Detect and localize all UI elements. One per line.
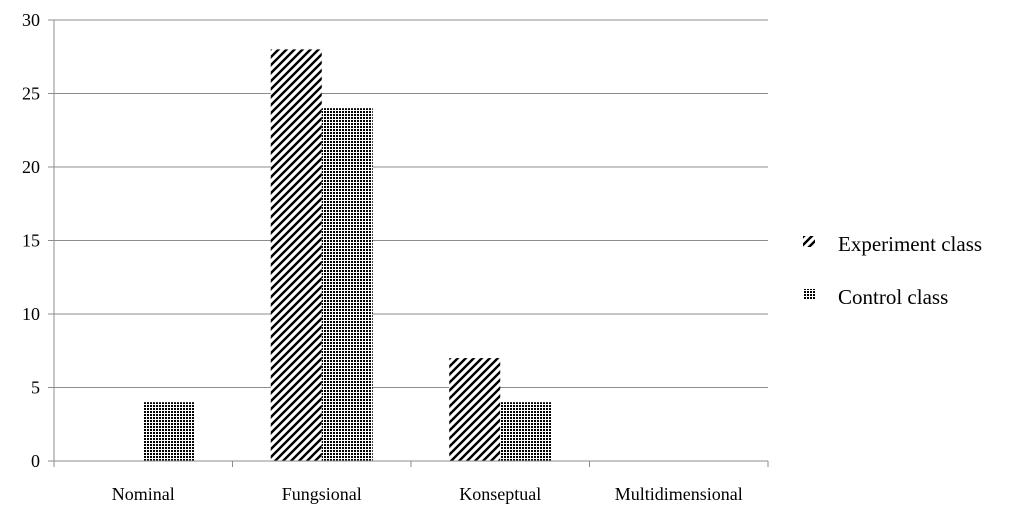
- y-tick-label: 15: [22, 231, 40, 251]
- y-tick-label: 20: [22, 157, 40, 177]
- bar-konseptual-series-1: [449, 358, 501, 461]
- axes: [48, 19, 769, 467]
- bar-fungsional-series-1: [270, 49, 322, 462]
- legend-swatch-series-1: [803, 236, 815, 247]
- y-tick-label: 5: [31, 378, 40, 398]
- bar-nominal-series-2: [143, 402, 195, 461]
- x-category-label: Multidimensional: [615, 484, 743, 504]
- x-category-label: Fungsional: [282, 484, 362, 504]
- y-tick-label: 0: [31, 451, 40, 471]
- x-category-label: Nominal: [112, 484, 175, 504]
- legend-label: Control class: [838, 285, 948, 309]
- axis-labels: 0 5 10 15 20 25 30 Nominal Fungsional Konseptual M…: [22, 10, 743, 504]
- legend: Experiment class Control class: [803, 232, 982, 309]
- legend-swatch-series-2: [803, 289, 815, 300]
- bar-konseptual-series-2: [500, 402, 552, 461]
- bars: [143, 49, 552, 462]
- bar-fungsional-series-2: [321, 108, 373, 461]
- legend-label: Experiment class: [838, 232, 982, 256]
- y-tick-label: 25: [22, 84, 40, 104]
- x-category-label: Konseptual: [459, 484, 541, 504]
- y-tick-label: 10: [22, 304, 40, 324]
- y-tick-label: 30: [22, 10, 40, 30]
- gridlines: [54, 19, 768, 388]
